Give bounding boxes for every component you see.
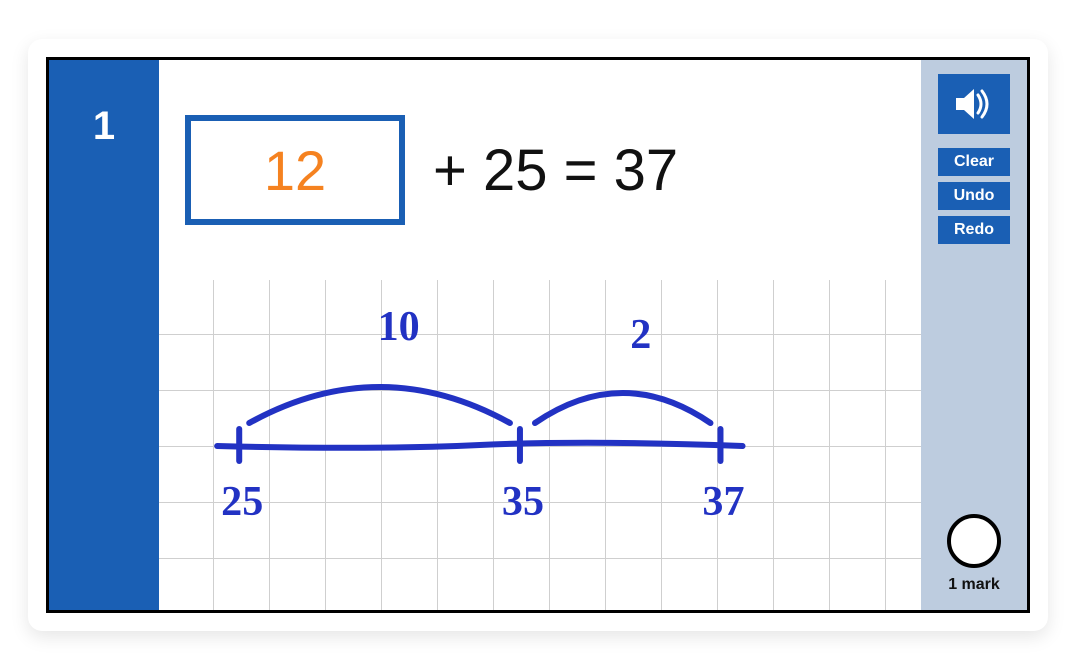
speaker-icon — [954, 87, 994, 121]
answer-input-box[interactable]: 12 — [185, 115, 405, 225]
question-number: 1 — [49, 104, 159, 149]
workings-grid[interactable]: 25 35 37 10 2 — [159, 280, 921, 610]
answer-value: 12 — [264, 138, 326, 203]
audio-button[interactable] — [938, 74, 1010, 134]
clear-label: Clear — [954, 153, 994, 171]
question-frame: 1 12 + 25 = 37 25 35 37 10 2 — [46, 57, 1030, 613]
mark-circle[interactable] — [947, 514, 1001, 568]
svg-text:10: 10 — [378, 304, 420, 350]
undo-label: Undo — [954, 187, 995, 205]
page-background: 1 12 + 25 = 37 25 35 37 10 2 — [0, 0, 1076, 670]
undo-button[interactable]: Undo — [938, 182, 1010, 210]
mark-label: 1 mark — [947, 576, 1001, 594]
clear-button[interactable]: Clear — [938, 148, 1010, 176]
svg-text:37: 37 — [702, 479, 744, 525]
control-column: Clear Undo Redo 1 mark — [921, 60, 1027, 610]
mark-area: 1 mark — [947, 514, 1001, 594]
redo-button[interactable]: Redo — [938, 216, 1010, 244]
equation-area: 12 + 25 = 37 — [159, 60, 921, 280]
question-card: 1 12 + 25 = 37 25 35 37 10 2 — [28, 39, 1048, 631]
svg-text:2: 2 — [630, 312, 651, 358]
svg-text:25: 25 — [221, 479, 263, 525]
equation-text: + 25 = 37 — [433, 137, 678, 204]
question-number-column: 1 — [49, 60, 159, 610]
svg-text:35: 35 — [502, 479, 544, 525]
main-column: 12 + 25 = 37 25 35 37 10 2 — [159, 60, 921, 610]
handwriting-layer: 25 35 37 10 2 — [159, 280, 921, 610]
redo-label: Redo — [954, 221, 994, 239]
